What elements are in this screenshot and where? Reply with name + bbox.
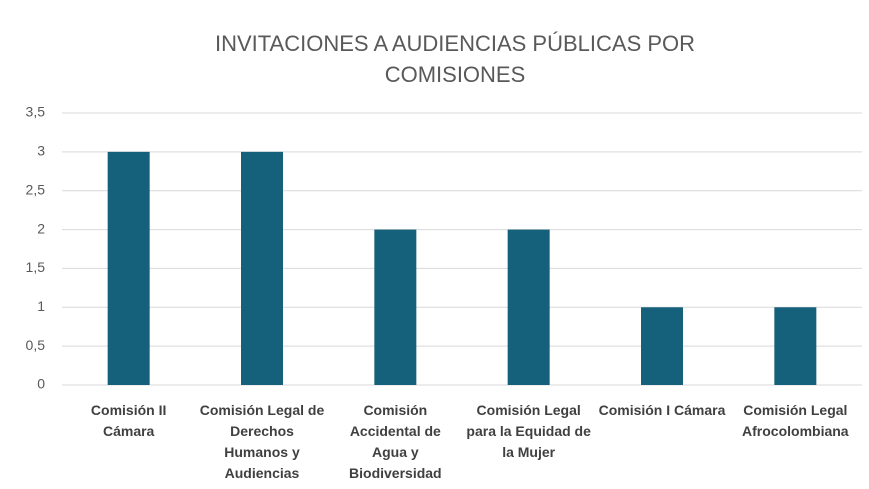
y-tick-label: 0 — [37, 376, 45, 392]
x-tick-label: Comisión I Cámara — [598, 402, 726, 418]
bar — [507, 229, 550, 385]
x-tick-label: Comisión Accidental de Agua y Biodiversi… — [349, 402, 442, 481]
x-tick-label: Comisión Legal para la Equidad de la Muj… — [466, 402, 591, 460]
bar — [641, 307, 683, 385]
y-tick-label: 2 — [37, 220, 45, 236]
chart-title: INVITACIONES A AUDIENCIAS PÚBLICAS POR C… — [214, 31, 696, 87]
y-tick-label: 2,5 — [26, 181, 46, 197]
y-tick-label: 0,5 — [26, 337, 46, 353]
bar — [241, 151, 283, 385]
y-tick-label: 1,5 — [26, 259, 46, 275]
y-tick-label: 1 — [37, 298, 45, 314]
y-tick-label: 3,5 — [26, 104, 46, 120]
bar — [107, 151, 150, 385]
x-tick-label: Comisión Legal Afrocolombiana — [742, 402, 849, 439]
x-tick-label: Comisión Legal de Derechos Humanos y Aud… — [199, 402, 325, 481]
x-tick-label: Comisión II Cámara — [90, 402, 167, 439]
bar — [374, 229, 417, 385]
y-tick-label: 3 — [37, 143, 45, 159]
bar — [774, 307, 817, 385]
